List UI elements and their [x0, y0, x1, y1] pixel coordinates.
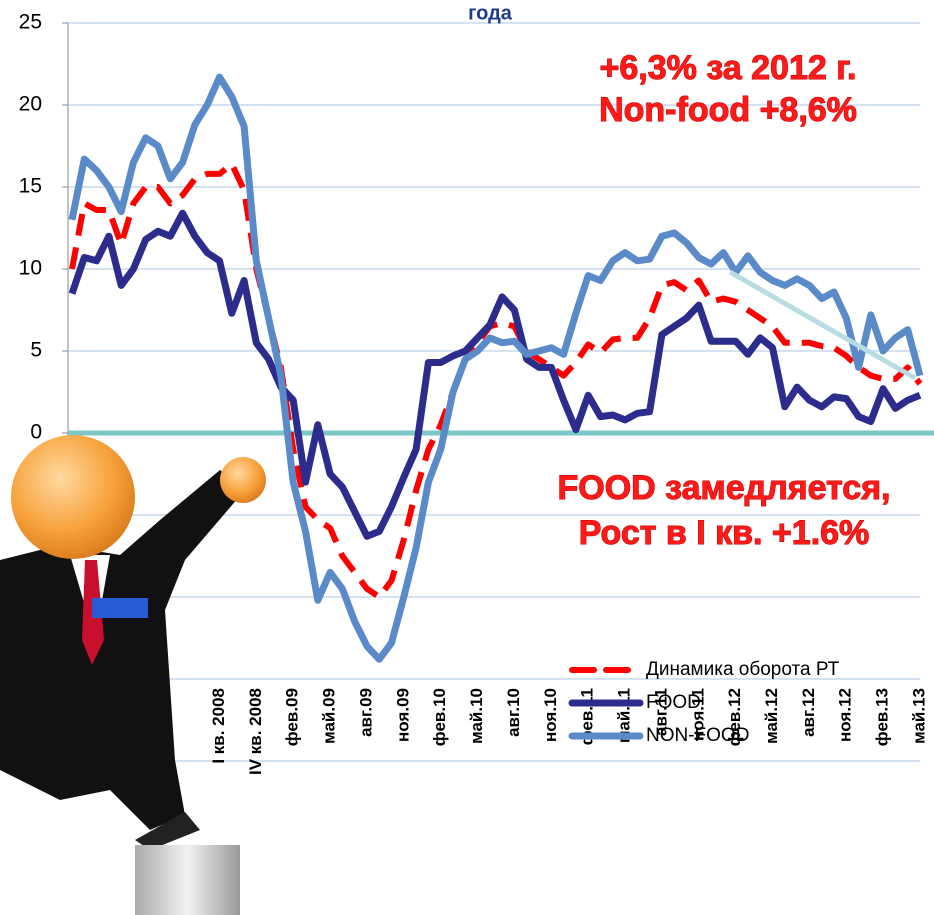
x-tick-label: ноя.12 [836, 688, 855, 742]
x-tick-label: фев.13 [873, 688, 892, 746]
fist [220, 457, 266, 503]
x-tick-label: май.09 [320, 688, 339, 744]
x-tick-label: ноя.09 [393, 688, 412, 742]
x-tick-label: IV кв. 2008 [246, 688, 265, 775]
annotation: Non-food +8,6% [599, 91, 857, 129]
badge [92, 598, 148, 618]
y-tick-label: 25 [19, 11, 42, 34]
annotation: +6,3% за 2012 г. [600, 49, 857, 87]
annotation: Рост в I кв. +1.6% [579, 514, 870, 552]
legend-label: Динамика оборота РТ [646, 659, 840, 680]
x-tick-label: I кв. 2008 [209, 688, 228, 764]
y-tick-label: 10 [19, 257, 42, 280]
x-tick-label: май.13 [909, 688, 928, 744]
y-tick-label: 20 [19, 93, 42, 116]
legend-label: NON-FOOD [646, 725, 749, 746]
y-tick-label: 5 [30, 339, 42, 362]
y-tick-label: 0 [30, 421, 42, 444]
x-tick-label: май.10 [467, 688, 486, 744]
trend-line [730, 272, 915, 378]
chart-title: года [468, 2, 513, 24]
x-tick-label: фев.10 [430, 688, 449, 746]
x-tick-label: авг.12 [799, 688, 818, 737]
cartoon [0, 435, 266, 915]
x-tick-label: авг.10 [504, 688, 523, 737]
legend-label: FOOD [646, 692, 701, 713]
x-tick-label: ноя.10 [541, 688, 560, 742]
annotation: FOOD замедляется, [558, 469, 891, 507]
x-tick-label: фев.09 [283, 688, 302, 746]
x-tick-label: май.12 [762, 688, 781, 744]
leg [135, 845, 240, 915]
x-tick-label: авг.09 [356, 688, 375, 737]
y-tick-label: 15 [19, 175, 42, 198]
head [11, 435, 135, 559]
data-line [72, 77, 920, 659]
chart: -20-15-10-50510152025I кв. 2005IV кв. 20… [0, 0, 934, 915]
